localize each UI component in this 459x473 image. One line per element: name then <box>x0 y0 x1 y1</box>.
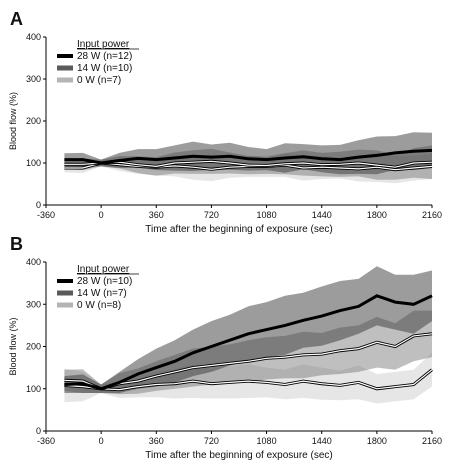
y-tick-label: 200 <box>26 116 41 126</box>
y-axis-label: Blood flow (%) <box>8 92 18 150</box>
y-tick-label: 100 <box>26 158 41 168</box>
panel-label: A <box>10 9 23 29</box>
legend-entry-2: 0 W (n=8) <box>77 300 121 311</box>
sd-band-2 <box>64 352 433 404</box>
x-tick-label: 1800 <box>367 210 387 220</box>
legend-title: Input power <box>77 264 130 275</box>
x-tick-label: 360 <box>149 210 164 220</box>
legend-entry-0: 28 W (n=10) <box>77 276 132 287</box>
legend-title: Input power <box>77 39 130 50</box>
y-tick-label: 0 <box>36 200 41 210</box>
x-tick-label: -360 <box>37 210 55 220</box>
x-tick-label: 0 <box>99 436 104 446</box>
panel-label: B <box>10 234 23 254</box>
y-tick-label: 100 <box>26 384 41 394</box>
mean-line-series-2 <box>64 369 433 391</box>
x-tick-label: 360 <box>149 436 164 446</box>
y-tick-label: 400 <box>26 257 41 267</box>
x-tick-label: 1440 <box>312 436 332 446</box>
x-axis-label: Time after the beginning of exposure (se… <box>145 224 333 235</box>
x-tick-label: 0 <box>99 210 104 220</box>
legend-entry-2: 0 W (n=7) <box>77 75 121 86</box>
x-axis-label: Time after the beginning of exposure (se… <box>145 450 333 461</box>
y-tick-label: 400 <box>26 32 41 42</box>
legend-entry-0: 28 W (n=12) <box>77 51 132 62</box>
x-tick-label: 1080 <box>257 436 277 446</box>
mean-line-series-0 <box>64 148 433 165</box>
x-tick-label: 1080 <box>257 210 277 220</box>
x-tick-label: 1440 <box>312 210 332 220</box>
mean-line-series-1 <box>64 333 433 390</box>
x-tick-label: 1800 <box>367 436 387 446</box>
sd-band-0 <box>64 266 433 393</box>
x-tick-label: 720 <box>204 436 219 446</box>
x-tick-label: 720 <box>204 210 219 220</box>
x-tick-label: 2160 <box>422 436 442 446</box>
x-tick-label: 2160 <box>422 210 442 220</box>
mean-line-series-0 <box>64 294 433 391</box>
y-tick-label: 300 <box>26 74 41 84</box>
mean-line-series-1 <box>64 160 433 168</box>
y-tick-label: 200 <box>26 342 41 352</box>
x-tick-label: -360 <box>37 436 55 446</box>
y-axis-label: Blood flow (%) <box>8 317 18 375</box>
legend-entry-1: 14 W (n=7) <box>77 288 127 299</box>
y-tick-label: 300 <box>26 299 41 309</box>
y-tick-label: 0 <box>36 426 41 436</box>
legend-entry-1: 14 W (n=10) <box>77 63 132 74</box>
